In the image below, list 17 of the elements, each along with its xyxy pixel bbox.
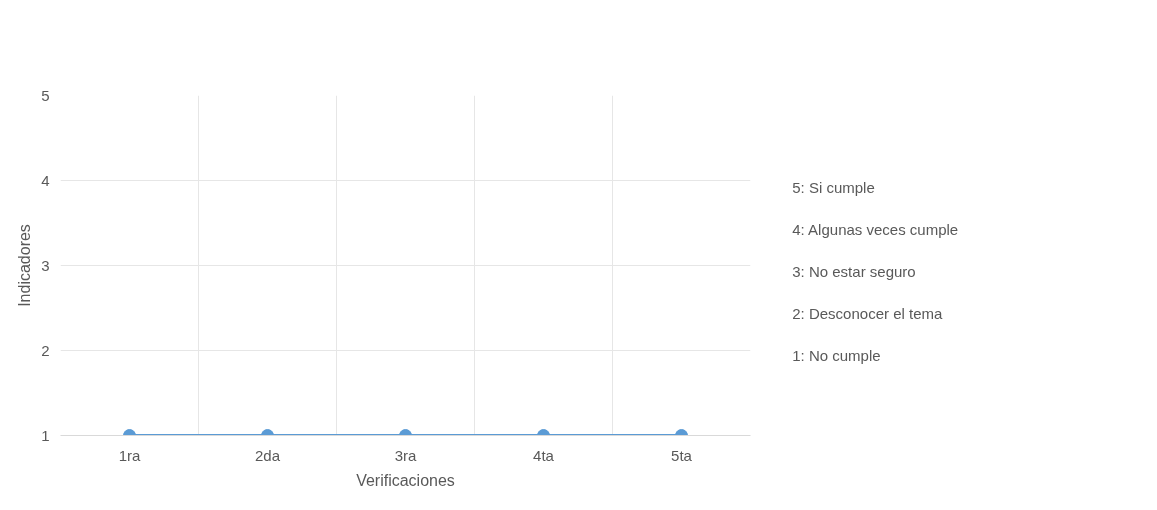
y-tick-label: 4 — [41, 171, 50, 189]
x-axis-title: Verificaciones — [356, 471, 455, 489]
x-tick-label: 4ta — [533, 446, 555, 464]
x-tick-label: 1ra — [118, 446, 141, 464]
text: 4: Algunas veces cumple — [792, 220, 959, 238]
text: 1: No cumple — [792, 347, 881, 365]
y-axis-title: Indicadores — [16, 224, 34, 307]
y-tick-label: 3 — [41, 256, 50, 274]
y-tick-label: 5 — [41, 86, 50, 104]
x-tick-label: 3ra — [394, 446, 417, 464]
x-tick-label: 2da — [254, 446, 281, 464]
y-tick-label: 1 — [41, 426, 50, 444]
y-tick-label: 2 — [41, 341, 50, 359]
text: 3: No estar seguro — [792, 263, 916, 281]
text: 2: Desconocer el tema — [792, 305, 943, 323]
x-tick-label: 5ta — [671, 446, 693, 464]
text: 5: Si cumple — [792, 178, 875, 196]
